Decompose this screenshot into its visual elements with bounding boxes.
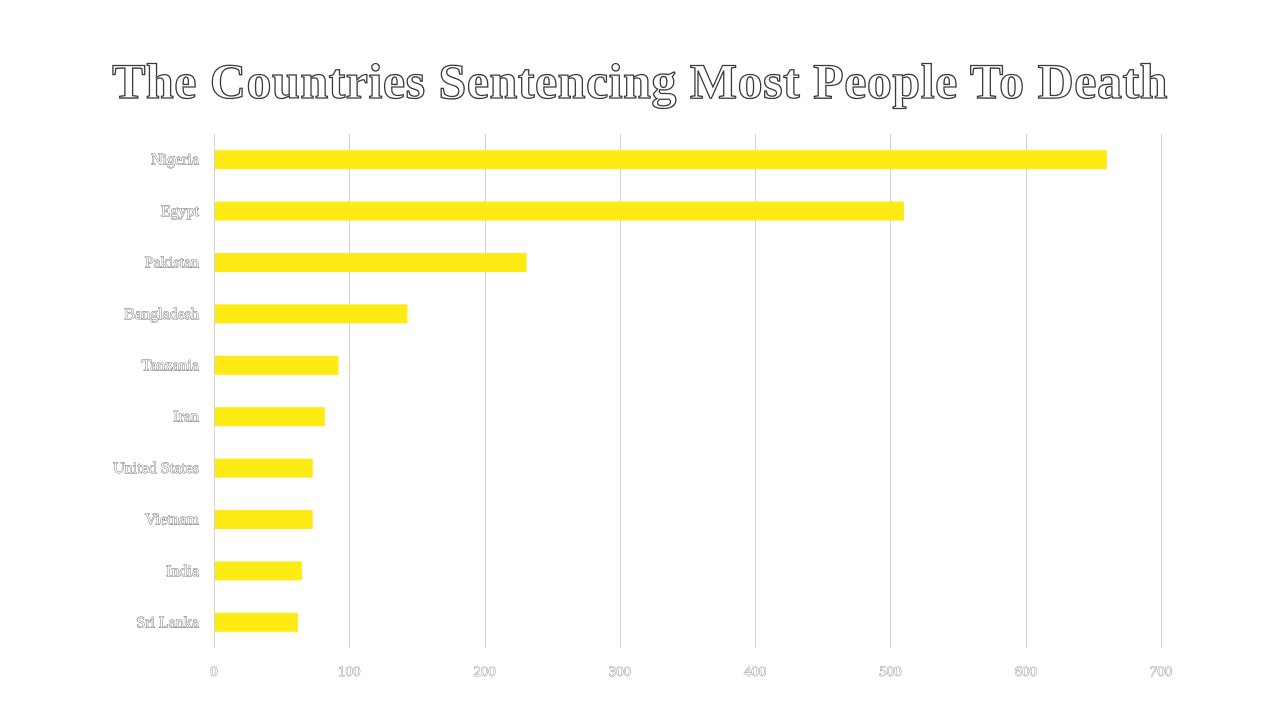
- category-label: Pakistan: [145, 255, 199, 272]
- chart-title: The Countries Sentencing Most People To …: [111, 52, 1168, 109]
- x-tick-label: 400: [744, 664, 767, 680]
- x-tick-label: 500: [879, 664, 902, 680]
- x-tick-label: 600: [1014, 664, 1037, 680]
- bar-vietnam: [215, 510, 313, 529]
- x-tick-label: 200: [473, 664, 496, 680]
- category-label: Bangladesh: [124, 306, 199, 323]
- bar-nigeria: [215, 150, 1107, 170]
- bar-tanzania: [215, 355, 339, 375]
- bar-bangladesh: [215, 304, 408, 324]
- x-tick-label: 100: [338, 664, 361, 680]
- category-labels: Nigeria Egypt Pakistan Bangladesh Tanzania Ir…: [113, 151, 200, 631]
- category-label: Sri Lanka: [136, 614, 199, 631]
- x-tick-labels: 0 100 200 300 400 500 600 700: [210, 664, 1173, 681]
- bar-united-states: [215, 458, 313, 478]
- bar-pakistan: [215, 253, 527, 272]
- bar-sri-lanka: [215, 612, 298, 632]
- bar-india: [215, 561, 302, 581]
- x-tick-label: 0: [210, 664, 218, 680]
- bar-iran: [215, 407, 325, 427]
- category-label: Egypt: [161, 203, 200, 220]
- bar-layer: [215, 150, 1107, 632]
- category-label: Tanzania: [141, 357, 199, 374]
- category-label: Nigeria: [151, 152, 199, 169]
- bar-egypt: [215, 201, 904, 221]
- x-tick-label: 300: [609, 664, 632, 680]
- category-label: United States: [113, 460, 199, 477]
- category-label: Vietnam: [145, 512, 200, 529]
- x-tick-label: 700: [1150, 664, 1173, 680]
- category-label: Iran: [173, 409, 199, 426]
- category-label: India: [166, 563, 199, 580]
